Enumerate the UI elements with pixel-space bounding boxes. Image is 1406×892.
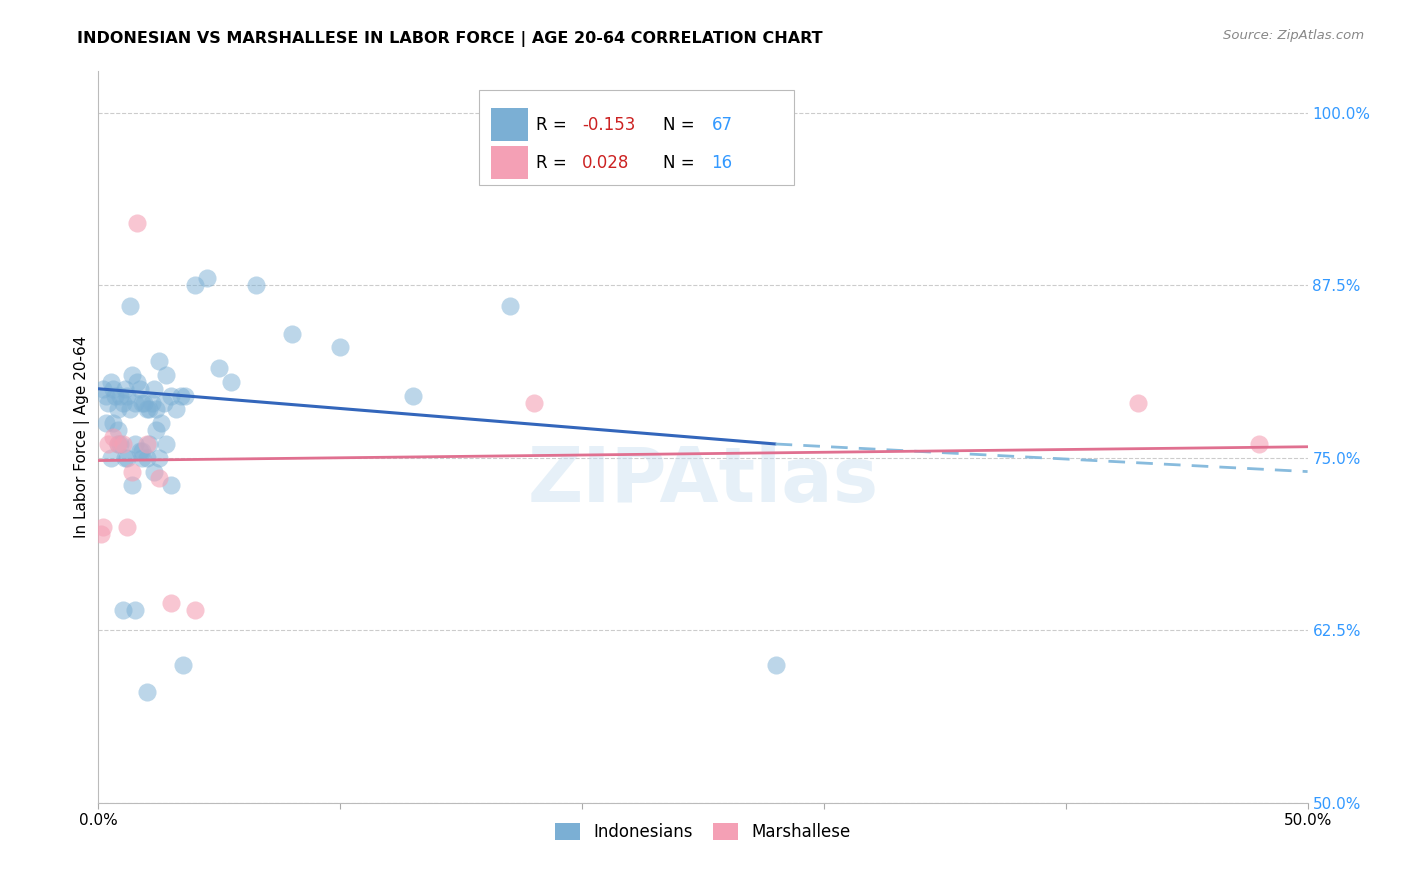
Point <box>1128 395 1150 409</box>
Point <box>100 450 122 465</box>
Text: Source: ZipAtlas.com: Source: ZipAtlas.com <box>1223 29 1364 42</box>
Point <box>94 417 117 431</box>
Point <box>111 602 134 616</box>
Point <box>118 299 141 313</box>
Point <box>127 375 149 389</box>
Point <box>121 368 143 382</box>
Point <box>91 382 114 396</box>
Point <box>124 437 146 451</box>
Point <box>221 375 243 389</box>
Point <box>145 423 167 437</box>
Point <box>148 354 170 368</box>
Point <box>104 389 127 403</box>
Point <box>184 602 207 616</box>
Point <box>117 520 139 534</box>
Point <box>91 520 114 534</box>
Point <box>111 395 134 409</box>
Text: N =: N = <box>664 153 700 172</box>
Point <box>128 443 150 458</box>
FancyBboxPatch shape <box>492 108 527 141</box>
Text: R =: R = <box>536 153 572 172</box>
Point <box>107 437 129 451</box>
Point <box>127 216 149 230</box>
Point <box>135 402 157 417</box>
Point <box>108 389 131 403</box>
Point <box>97 437 120 451</box>
Point <box>114 450 136 465</box>
Point <box>174 389 197 403</box>
Text: 67: 67 <box>711 116 733 134</box>
Point <box>155 437 177 451</box>
Point <box>1249 437 1271 451</box>
Point <box>141 395 163 409</box>
Point <box>111 437 134 451</box>
Point <box>148 450 170 465</box>
Point <box>124 602 146 616</box>
Point <box>121 465 143 479</box>
Point <box>100 375 122 389</box>
Point <box>152 395 174 409</box>
Point <box>135 685 157 699</box>
Point <box>135 437 157 451</box>
FancyBboxPatch shape <box>492 146 527 179</box>
Point <box>124 395 146 409</box>
Point <box>90 526 112 541</box>
Text: N =: N = <box>664 116 700 134</box>
Point <box>135 450 157 465</box>
Point <box>172 657 194 672</box>
Point <box>184 278 207 293</box>
Point <box>108 437 131 451</box>
Text: INDONESIAN VS MARSHALLESE IN LABOR FORCE | AGE 20-64 CORRELATION CHART: INDONESIAN VS MARSHALLESE IN LABOR FORCE… <box>77 31 823 47</box>
Point <box>134 395 156 409</box>
Point <box>107 402 129 417</box>
Text: 0.028: 0.028 <box>582 153 630 172</box>
Point <box>107 423 129 437</box>
Point <box>155 368 177 382</box>
Point <box>208 361 231 376</box>
Point <box>117 389 139 403</box>
Text: ZIPAtlas: ZIPAtlas <box>527 444 879 518</box>
Point <box>97 395 120 409</box>
Point <box>498 299 520 313</box>
Legend: Indonesians, Marshallese: Indonesians, Marshallese <box>547 814 859 849</box>
Point <box>692 112 714 127</box>
Point <box>101 430 124 444</box>
Point <box>143 382 166 396</box>
Point <box>121 478 143 492</box>
Text: -0.153: -0.153 <box>582 116 636 134</box>
Point <box>118 402 141 417</box>
Point <box>329 340 352 354</box>
Point <box>138 402 160 417</box>
Point <box>402 389 425 403</box>
Point <box>765 657 787 672</box>
Point <box>114 382 136 396</box>
Point <box>160 389 183 403</box>
Point <box>131 450 153 465</box>
Point <box>145 402 167 417</box>
Point <box>117 450 139 465</box>
Point <box>101 382 124 396</box>
Point <box>523 395 546 409</box>
FancyBboxPatch shape <box>479 90 793 185</box>
Point <box>148 471 170 485</box>
Point <box>160 478 183 492</box>
Point <box>160 596 183 610</box>
Point <box>169 389 191 403</box>
Point <box>245 278 267 293</box>
Point <box>165 402 187 417</box>
Point <box>138 437 160 451</box>
Point <box>94 389 117 403</box>
Point <box>143 465 166 479</box>
Point <box>281 326 304 341</box>
Point <box>131 443 153 458</box>
Y-axis label: In Labor Force | Age 20-64: In Labor Force | Age 20-64 <box>75 336 90 538</box>
Point <box>107 437 129 451</box>
Point <box>195 271 218 285</box>
Point <box>131 395 153 409</box>
Text: 16: 16 <box>711 153 733 172</box>
Point <box>150 417 173 431</box>
Text: R =: R = <box>536 116 572 134</box>
Point <box>128 382 150 396</box>
Point <box>101 417 124 431</box>
